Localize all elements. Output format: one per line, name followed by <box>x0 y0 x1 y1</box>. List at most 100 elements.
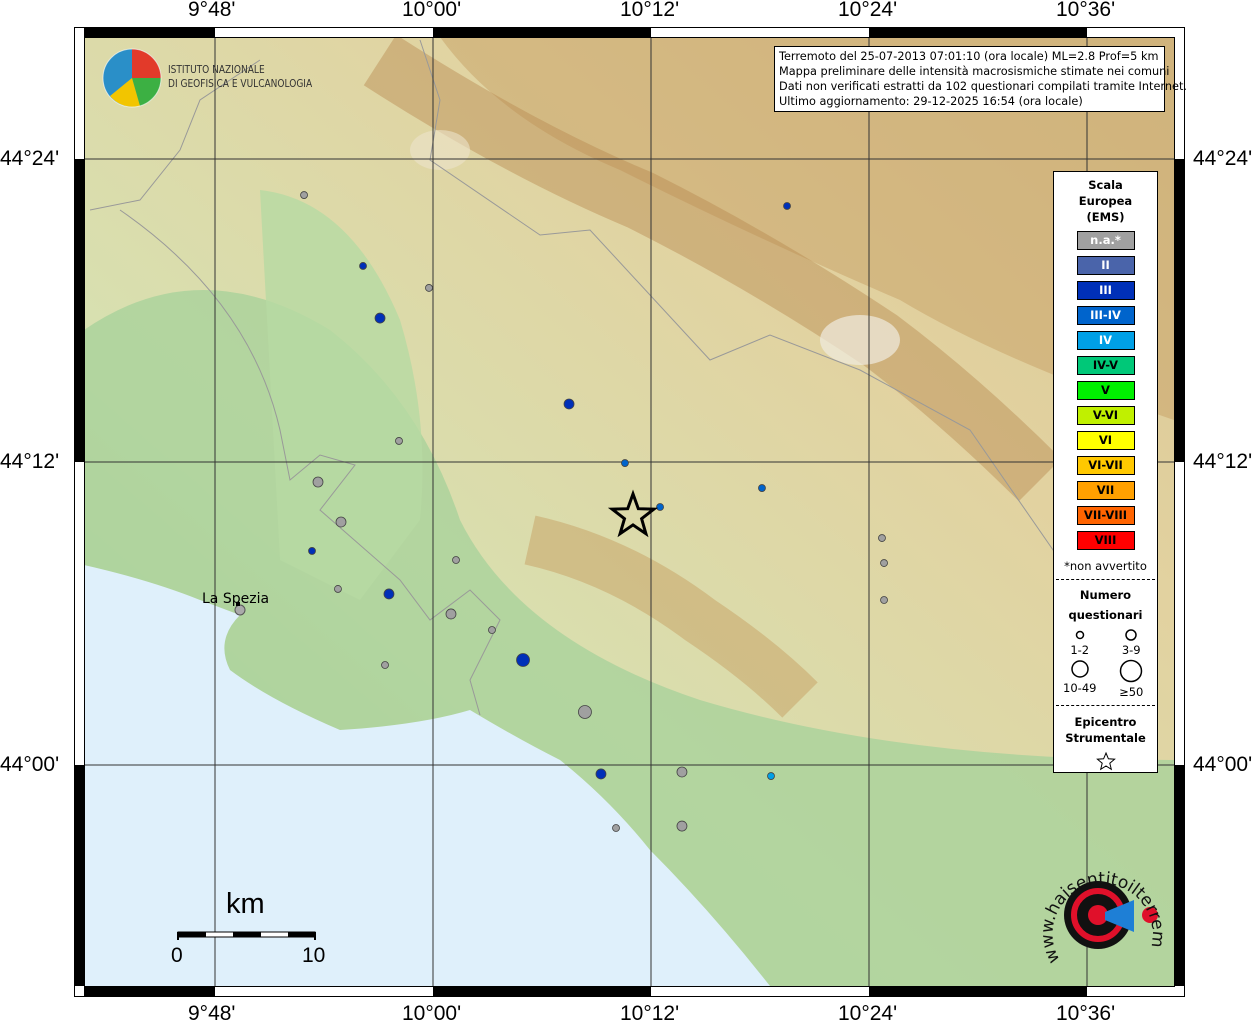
lat-tick-right: 44°12' <box>1193 450 1253 473</box>
count-sizes: 1-2 3-9 10-49 ≥50 <box>1054 629 1157 699</box>
divider <box>1056 705 1155 706</box>
legend-swatch: IV-V <box>1076 356 1135 375</box>
intensity-point <box>383 588 395 600</box>
legend-title-line: Scala <box>1088 178 1123 192</box>
intensity-point <box>395 437 403 445</box>
legend-swatch: II <box>1076 256 1135 275</box>
legend-swatch: V-VI <box>1076 406 1135 425</box>
legend-title-line: Europea <box>1078 194 1133 208</box>
legend-swatch: III-IV <box>1076 306 1135 325</box>
event-info-line: Dati non verificati estratti da 102 ques… <box>779 80 1188 93</box>
intensity-point <box>359 262 367 270</box>
intensity-point <box>878 534 886 542</box>
scale-unit: km <box>226 888 265 920</box>
intensity-point <box>676 766 688 778</box>
lat-tick-left: 44°24' <box>0 147 60 170</box>
lat-tick-left: 44°00' <box>0 753 60 776</box>
scale-start: 0 <box>171 944 183 967</box>
ems-legend: Scala Europea (EMS) n.a.* II III III-IV IV IV… <box>1053 171 1158 773</box>
lat-tick-right: 44°24' <box>1193 147 1253 170</box>
intensity-point <box>308 547 316 555</box>
epicenter-star-icon <box>607 489 659 538</box>
intensity-point <box>880 596 888 604</box>
intensity-point <box>452 556 460 564</box>
intensity-point <box>374 312 386 324</box>
legend-swatch: VI-VII <box>1076 456 1135 475</box>
lon-tick-bottom: 10°12' <box>620 1002 680 1025</box>
intensity-point <box>676 820 688 832</box>
count-label: 1-2 <box>1070 643 1090 657</box>
scale-bar <box>177 931 316 940</box>
intensity-point <box>425 284 433 292</box>
epicenter-title-line: Strumentale <box>1065 731 1146 745</box>
intensity-point <box>612 824 620 832</box>
ingv-logo-text: ISTITUTO NAZIONALE DI GEOFISICA E VULCAN… <box>168 63 312 91</box>
epicenter-title: Epicentro Strumentale <box>1054 714 1157 746</box>
legend-swatch: VI <box>1076 431 1135 450</box>
intensity-point <box>563 398 575 410</box>
city-dot <box>236 602 240 606</box>
legend-swatch: V <box>1076 381 1135 400</box>
intensity-point <box>300 191 308 199</box>
count-title-line: questionari <box>1068 608 1143 622</box>
lon-tick-top: 10°00' <box>402 0 462 21</box>
city-label: La Spezia <box>202 591 270 607</box>
legend-swatch: n.a.* <box>1076 231 1135 250</box>
event-info-line: Ultimo aggiornamento: 29-12-2025 16:54 (… <box>779 95 1083 108</box>
intensity-point <box>312 476 324 488</box>
intensity-point <box>595 768 607 780</box>
intensity-point <box>656 503 664 511</box>
legend-title: Scala Europea (EMS) <box>1054 177 1157 225</box>
intensity-point <box>516 653 530 667</box>
legend-swatch: IV <box>1076 331 1135 350</box>
intensity-point <box>758 484 766 492</box>
legend-swatch: VII <box>1076 481 1135 500</box>
legend-title-line: (EMS) <box>1086 210 1125 224</box>
na-note: *non avvertito <box>1064 559 1147 573</box>
lon-tick-top: 10°24' <box>838 0 898 21</box>
lon-tick-top: 10°36' <box>1056 0 1116 21</box>
legend-swatch: III <box>1076 281 1135 300</box>
intensity-points <box>300 191 888 832</box>
ingv-line1: ISTITUTO NAZIONALE <box>168 63 265 76</box>
scale-end: 10 <box>302 944 326 967</box>
event-info-line: Mappa preliminare delle intensità macros… <box>779 65 1170 78</box>
count-label: ≥50 <box>1119 685 1144 699</box>
lat-tick-left: 44°12' <box>0 450 60 473</box>
count-title-line: Numero <box>1079 588 1132 602</box>
legend-swatch: VIII <box>1076 531 1135 550</box>
intensity-point <box>767 772 775 780</box>
intensity-point <box>381 661 389 669</box>
count-label: 10-49 <box>1063 681 1097 695</box>
intensity-point <box>445 608 457 620</box>
divider <box>1056 579 1155 580</box>
intensity-point <box>880 559 888 567</box>
intensity-point <box>334 585 342 593</box>
event-info-line: Terremoto del 25-07-2013 07:01:10 (ora l… <box>779 50 1159 63</box>
intensity-point <box>335 516 347 528</box>
epicenter-title-line: Epicentro <box>1074 715 1137 729</box>
intensity-point <box>783 202 791 210</box>
lon-tick-bottom: 10°00' <box>402 1002 462 1025</box>
ingv-logo-icon <box>102 48 162 108</box>
terrain <box>84 37 1174 986</box>
map-frame <box>74 27 1185 997</box>
count-label: 3-9 <box>1121 643 1141 657</box>
graticule <box>84 37 1174 986</box>
intensity-point <box>578 705 592 719</box>
ingv-line2: DI GEOFISICA E VULCANOLOGIA <box>168 77 313 90</box>
legend-star-icon <box>1095 751 1116 771</box>
count-title: Numero questionari <box>1054 585 1157 625</box>
lon-tick-top: 10°12' <box>620 0 680 21</box>
intensity-point <box>621 459 629 467</box>
lon-tick-bottom: 9°48' <box>188 1002 236 1025</box>
event-info-box: Terremoto del 25-07-2013 07:01:10 (ora l… <box>774 46 1188 112</box>
intensity-point <box>488 626 496 634</box>
lon-tick-top: 9°48' <box>188 0 236 21</box>
legend-swatches: n.a.* II III III-IV IV IV-V V V-VI VI VI-VII VII VI… <box>1054 231 1157 550</box>
lat-tick-right: 44°00' <box>1193 753 1253 776</box>
lon-tick-bottom: 10°36' <box>1056 1002 1116 1025</box>
legend-swatch: VII-VIII <box>1076 506 1135 525</box>
lon-tick-bottom: 10°24' <box>838 1002 898 1025</box>
